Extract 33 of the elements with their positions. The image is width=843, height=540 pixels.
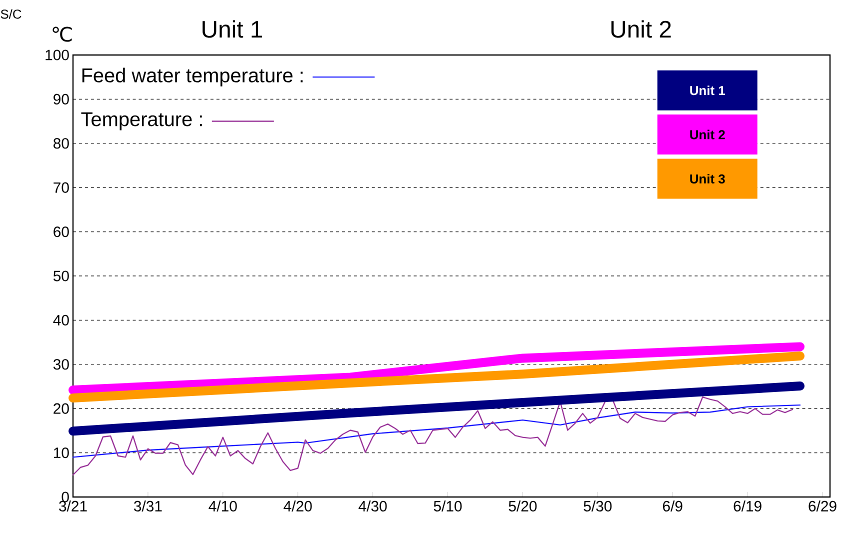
line-series [72, 404, 801, 458]
text: Unit 1 [690, 86, 725, 96]
y-tick-label: 40 [53, 314, 69, 326]
x-tick-label: 5/30 [584, 500, 612, 512]
y-tick-label: 10 [54, 447, 69, 458]
x-tick-label: 6/9 [662, 500, 682, 512]
text: Unit 1 [202, 20, 262, 38]
x-tick-label: 5/10 [434, 500, 462, 512]
y-tick-label: 80 [54, 138, 69, 149]
x-tick-label: 6/19 [734, 500, 762, 512]
text: Unit 2 [611, 20, 671, 38]
x-tick-label: 4/10 [208, 500, 237, 512]
legend-label: Feed water temperature : [82, 68, 303, 86]
y-tick-label: 70 [54, 182, 69, 193]
y-tick-label: 30 [53, 359, 69, 370]
x-tick-label: 3/31 [134, 500, 162, 512]
y-tick-label: 0 [62, 492, 69, 502]
text: Unit 2 [690, 130, 725, 140]
x-tick-label: 4/20 [284, 500, 312, 512]
y-tick-label: 90 [54, 94, 69, 104]
x-tick-label: 6/29 [808, 500, 836, 512]
text: Unit 3 [690, 174, 725, 184]
y-tick-label: 60 [54, 226, 69, 238]
x-tick-label: 3/21 [59, 500, 87, 512]
y-tick-label: 100 [46, 50, 69, 60]
text: S/C [0, 9, 22, 19]
legend-label: Temperature : [81, 112, 202, 130]
line-series [72, 396, 794, 476]
x-tick-label: 4/30 [358, 500, 387, 512]
x-tick-label: 5/20 [508, 500, 537, 512]
y-tick-label: 50 [53, 270, 69, 282]
y-axis-title: ℃ [52, 26, 72, 42]
y-tick-label: 20 [54, 403, 69, 414]
